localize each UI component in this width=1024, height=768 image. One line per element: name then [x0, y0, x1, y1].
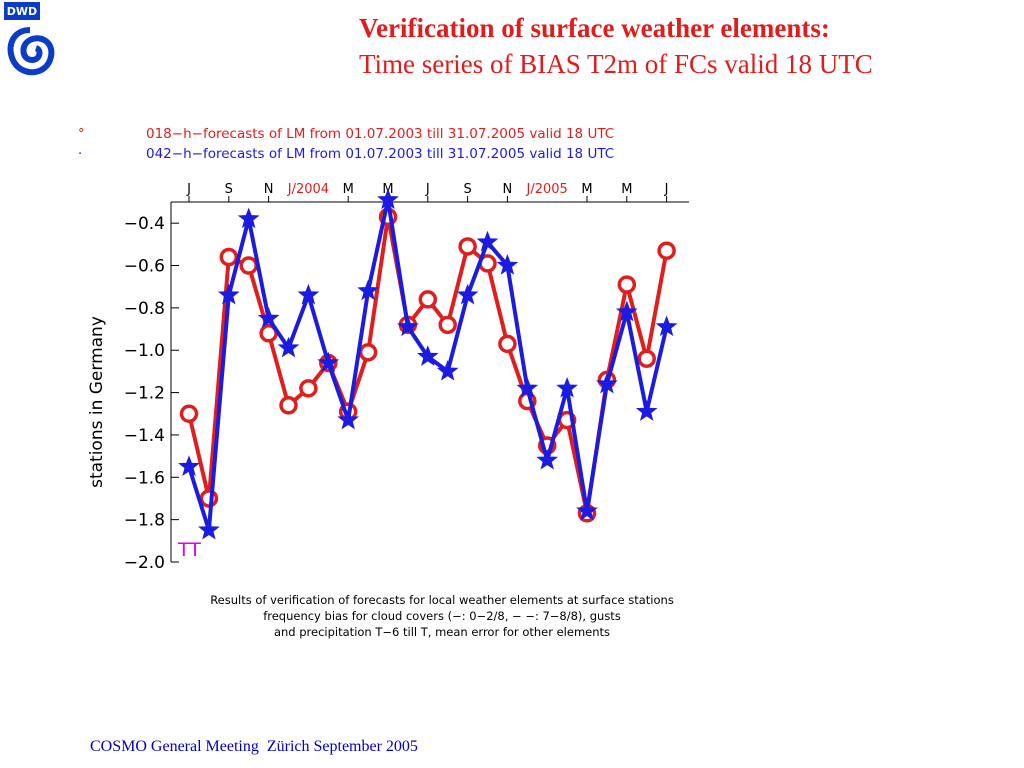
data-point-018h [259, 324, 278, 343]
data-point-042h [476, 230, 499, 252]
data-point-042h [337, 408, 360, 430]
caption-line: Results of verification of forecasts for… [210, 593, 674, 607]
data-point-042h [516, 376, 539, 398]
data-point-042h [596, 372, 618, 394]
bias-chart: ° 018−h−forecasts of LM from 01.07.2003 t… [78, 126, 689, 639]
legend-entry: 042−h−forecasts of LM from 01.07.2003 ti… [146, 146, 614, 162]
data-point-018h [179, 404, 199, 424]
legend-entry: 018−h−forecasts of LM from 01.07.2003 ti… [146, 126, 614, 142]
data-point-042h [217, 283, 240, 305]
y-tick-label: −1.0 [124, 341, 165, 361]
data-point-018h [358, 343, 378, 362]
y-tick-label: −2.0 [124, 553, 165, 573]
data-point-042h [377, 188, 399, 210]
slide-title: Verification of surface weather elements… [359, 10, 1021, 82]
data-point-018h [199, 489, 219, 508]
data-point-042h [556, 376, 578, 398]
year-label: J/2004 [287, 182, 329, 197]
data-point-018h [299, 379, 318, 398]
data-point-042h [178, 455, 200, 476]
series-042h-line [187, 197, 669, 533]
data-point-042h [456, 283, 479, 305]
y-tick-label: −1.8 [124, 511, 165, 531]
data-point-018h [498, 334, 517, 354]
y-tick-label: −0.8 [124, 299, 165, 319]
tt-label: TT [177, 539, 201, 561]
data-point-018h [279, 396, 298, 415]
y-tick-label: −0.4 [124, 214, 165, 234]
legend: ° 018−h−forecasts of LM from 01.07.2003 t… [78, 126, 614, 162]
year-label: J/2005 [526, 182, 568, 197]
caption-line: frequency bias for cloud covers (−: 0−2/… [263, 609, 621, 623]
logo-box [4, 2, 40, 20]
data-point-018h [219, 247, 239, 267]
title-line-1: Verification of surface weather elements… [359, 13, 830, 43]
month-label: N [503, 182, 513, 197]
month-label: S [463, 182, 471, 197]
data-point-042h [357, 279, 379, 301]
data-point-042h [237, 207, 260, 229]
series-layer [178, 188, 678, 540]
caption: Results of verification of forecasts for… [210, 593, 674, 639]
month-label: J [186, 182, 191, 197]
y-tick-label: −1.6 [124, 468, 165, 488]
data-point-042h [317, 351, 340, 373]
data-point-018h [617, 275, 637, 294]
data-point-042h [416, 345, 439, 366]
y-tick-label: −0.6 [124, 257, 165, 277]
title-line-2: Time series of BIAS T2m of FCs valid 18 … [359, 49, 873, 79]
data-point-042h [635, 400, 658, 421]
data-point-042h [397, 315, 419, 337]
y-axis-label: stations in Germany [87, 316, 107, 488]
month-label: J [664, 182, 669, 197]
data-point-018h [239, 256, 258, 275]
data-point-042h [257, 307, 280, 328]
data-point-042h [576, 499, 598, 521]
caption-line: and precipitation T−6 till T, mean error… [274, 625, 610, 639]
legend-symbol: · [78, 147, 82, 162]
data-point-018h [438, 315, 457, 335]
data-point-042h [655, 315, 678, 337]
dwd-logo: DWD [4, 2, 55, 76]
data-point-018h [657, 241, 676, 260]
data-point-042h [536, 448, 559, 470]
axes: −2.0 −1.8 −1.6 −1.4 −1.2 −1.0 −0.8 −0.6 −0.4 stat… [87, 182, 689, 573]
footer: COSMO General Meeting Zürich September 2… [90, 738, 418, 755]
legend-symbol: ° [78, 127, 85, 142]
data-point-042h [297, 283, 320, 305]
data-point-042h [496, 254, 519, 275]
data-point-018h [637, 349, 656, 368]
month-label: S [225, 182, 233, 197]
data-point-042h [198, 518, 220, 540]
data-point-018h [418, 290, 438, 309]
data-point-042h [615, 300, 638, 322]
month-label: N [264, 182, 274, 197]
data-point-042h [277, 336, 300, 358]
month-label: J [425, 182, 430, 197]
swirl-icon [7, 27, 55, 76]
y-tick-label: −1.2 [124, 384, 165, 404]
logo-text: DWD [7, 5, 37, 18]
month-label: M [621, 182, 632, 197]
month-label: M [581, 182, 592, 197]
data-point-018h [458, 237, 477, 256]
month-label: M [343, 182, 354, 197]
y-tick-label: −1.4 [124, 426, 165, 446]
data-point-042h [436, 359, 459, 381]
